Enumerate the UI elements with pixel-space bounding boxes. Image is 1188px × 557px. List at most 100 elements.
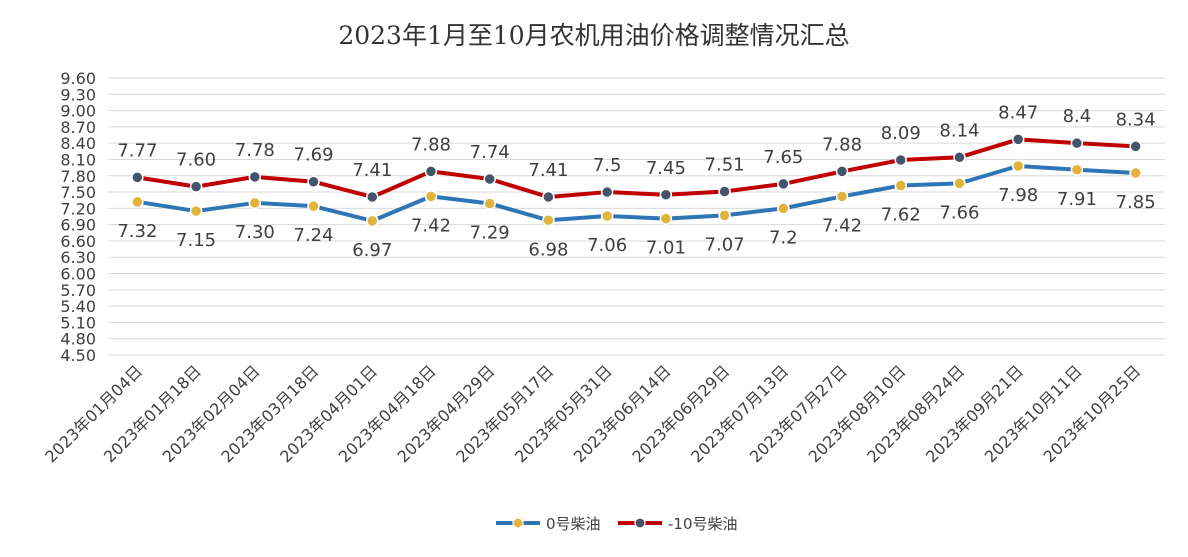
- y-tick-label: 7.50: [60, 183, 96, 202]
- data-point: [248, 170, 262, 184]
- y-tick-label: 9.30: [60, 85, 96, 104]
- y-tick-label: 8.70: [60, 118, 96, 137]
- data-label: 7.45: [646, 158, 686, 179]
- data-label: 7.91: [1057, 189, 1097, 210]
- data-point: [1070, 136, 1084, 150]
- data-point: [424, 165, 438, 178]
- y-tick-label: 4.80: [60, 330, 96, 349]
- x-axis-tick-labels: 2023年01月04日2023年01月18日2023年02月04日2023年03…: [41, 361, 1144, 466]
- data-point: [307, 175, 320, 188]
- data-label: 7.5: [593, 155, 622, 176]
- data-label: 7.42: [822, 215, 862, 236]
- data-point: [1129, 166, 1142, 180]
- series-1: [131, 159, 1142, 228]
- data-point: [659, 188, 673, 202]
- data-label: 6.97: [352, 240, 392, 261]
- data-point: [189, 180, 203, 193]
- legend-label: 0号柴油: [546, 515, 601, 533]
- y-tick-label: 8.40: [60, 134, 96, 153]
- data-point: [718, 209, 731, 222]
- data-labels: 7.32 7.15 7.30 7.24 6.97 7.42 7.29 6.98 7.06 7.01…: [117, 102, 1155, 260]
- data-point: [131, 195, 144, 209]
- data-point: [894, 179, 907, 192]
- y-tick-label: 5.70: [60, 281, 96, 300]
- legend-item: 0号柴油: [496, 515, 601, 533]
- data-label: 6.98: [528, 239, 568, 260]
- y-tick-label: 4.50: [60, 346, 96, 365]
- data-label: 7.41: [528, 160, 568, 181]
- x-tick-label: 2023年01月04日: [41, 361, 146, 466]
- y-tick-label: 9.60: [60, 69, 96, 88]
- data-point: [366, 190, 379, 204]
- data-label: 7.42: [411, 215, 451, 236]
- data-label: 7.69: [293, 145, 333, 166]
- data-label: 7.41: [352, 160, 392, 181]
- data-point: [777, 202, 790, 215]
- y-tick-label: 5.10: [60, 313, 96, 332]
- data-label: 7.01: [646, 238, 686, 259]
- data-point: [131, 171, 144, 184]
- data-point: [953, 151, 966, 164]
- series-group: [131, 133, 1142, 228]
- data-label: 8.34: [1116, 109, 1156, 130]
- data-point: [835, 165, 849, 178]
- data-point: [718, 185, 731, 198]
- data-point: [1011, 133, 1025, 146]
- data-label: 7.78: [235, 140, 275, 161]
- data-label: 8.47: [998, 102, 1038, 123]
- data-point: [1129, 140, 1142, 153]
- data-label: 8.4: [1063, 106, 1092, 127]
- data-label: 7.65: [763, 147, 803, 168]
- data-point: [248, 196, 262, 210]
- y-tick-label: 5.40: [60, 297, 96, 316]
- y-tick-label: 6.30: [60, 248, 96, 267]
- data-point: [600, 209, 614, 223]
- data-label: 7.85: [1116, 192, 1156, 213]
- legend-item: -10号柴油: [618, 515, 738, 533]
- data-label: 7.62: [881, 205, 921, 226]
- data-label: 7.88: [411, 134, 451, 155]
- data-label: 7.24: [293, 225, 333, 246]
- data-point: [542, 190, 555, 204]
- data-label: 7.51: [705, 155, 745, 176]
- legend-label: -10号柴油: [668, 515, 738, 533]
- data-point: [835, 190, 849, 203]
- data-point: [777, 177, 790, 191]
- data-point: [542, 214, 555, 227]
- data-label: 7.15: [176, 230, 216, 251]
- data-point: [600, 185, 614, 199]
- data-point: [483, 172, 496, 186]
- y-tick-label: 6.60: [60, 232, 96, 251]
- data-point: [307, 199, 320, 213]
- chart-title: 2023年1月至10月农机用油价格调整情况汇总: [338, 21, 849, 50]
- y-tick-label: 7.80: [60, 167, 96, 186]
- y-tick-label: 6.00: [60, 265, 96, 284]
- data-label: 7.29: [470, 222, 510, 243]
- y-axis-tick-labels: 4.504.805.105.405.706.006.306.606.907.20…: [60, 69, 96, 365]
- y-tick-label: 6.90: [60, 216, 96, 235]
- data-label: 7.30: [235, 222, 275, 243]
- data-label: 7.77: [117, 140, 157, 161]
- data-point: [189, 204, 203, 218]
- legend-marker: [512, 517, 524, 529]
- series-line: [135, 163, 1138, 223]
- data-point: [659, 212, 673, 225]
- series-line: [135, 137, 1138, 199]
- data-label: 8.14: [939, 120, 979, 141]
- series-2: [131, 133, 1142, 204]
- data-label: 7.60: [176, 150, 216, 171]
- legend: 0号柴油 -10号柴油: [496, 515, 738, 533]
- legend-marker: [634, 517, 646, 529]
- data-label: 8.09: [881, 123, 921, 144]
- data-point: [1070, 163, 1084, 177]
- data-point: [424, 190, 438, 203]
- data-label: 7.74: [470, 142, 510, 163]
- data-label: 7.88: [822, 134, 862, 155]
- y-tick-label: 7.20: [60, 199, 96, 218]
- data-point: [894, 153, 907, 167]
- data-label: 7.06: [587, 235, 627, 256]
- data-label: 7.07: [705, 234, 745, 255]
- data-point: [953, 177, 966, 190]
- data-label: 7.32: [117, 221, 157, 242]
- data-point: [483, 197, 496, 210]
